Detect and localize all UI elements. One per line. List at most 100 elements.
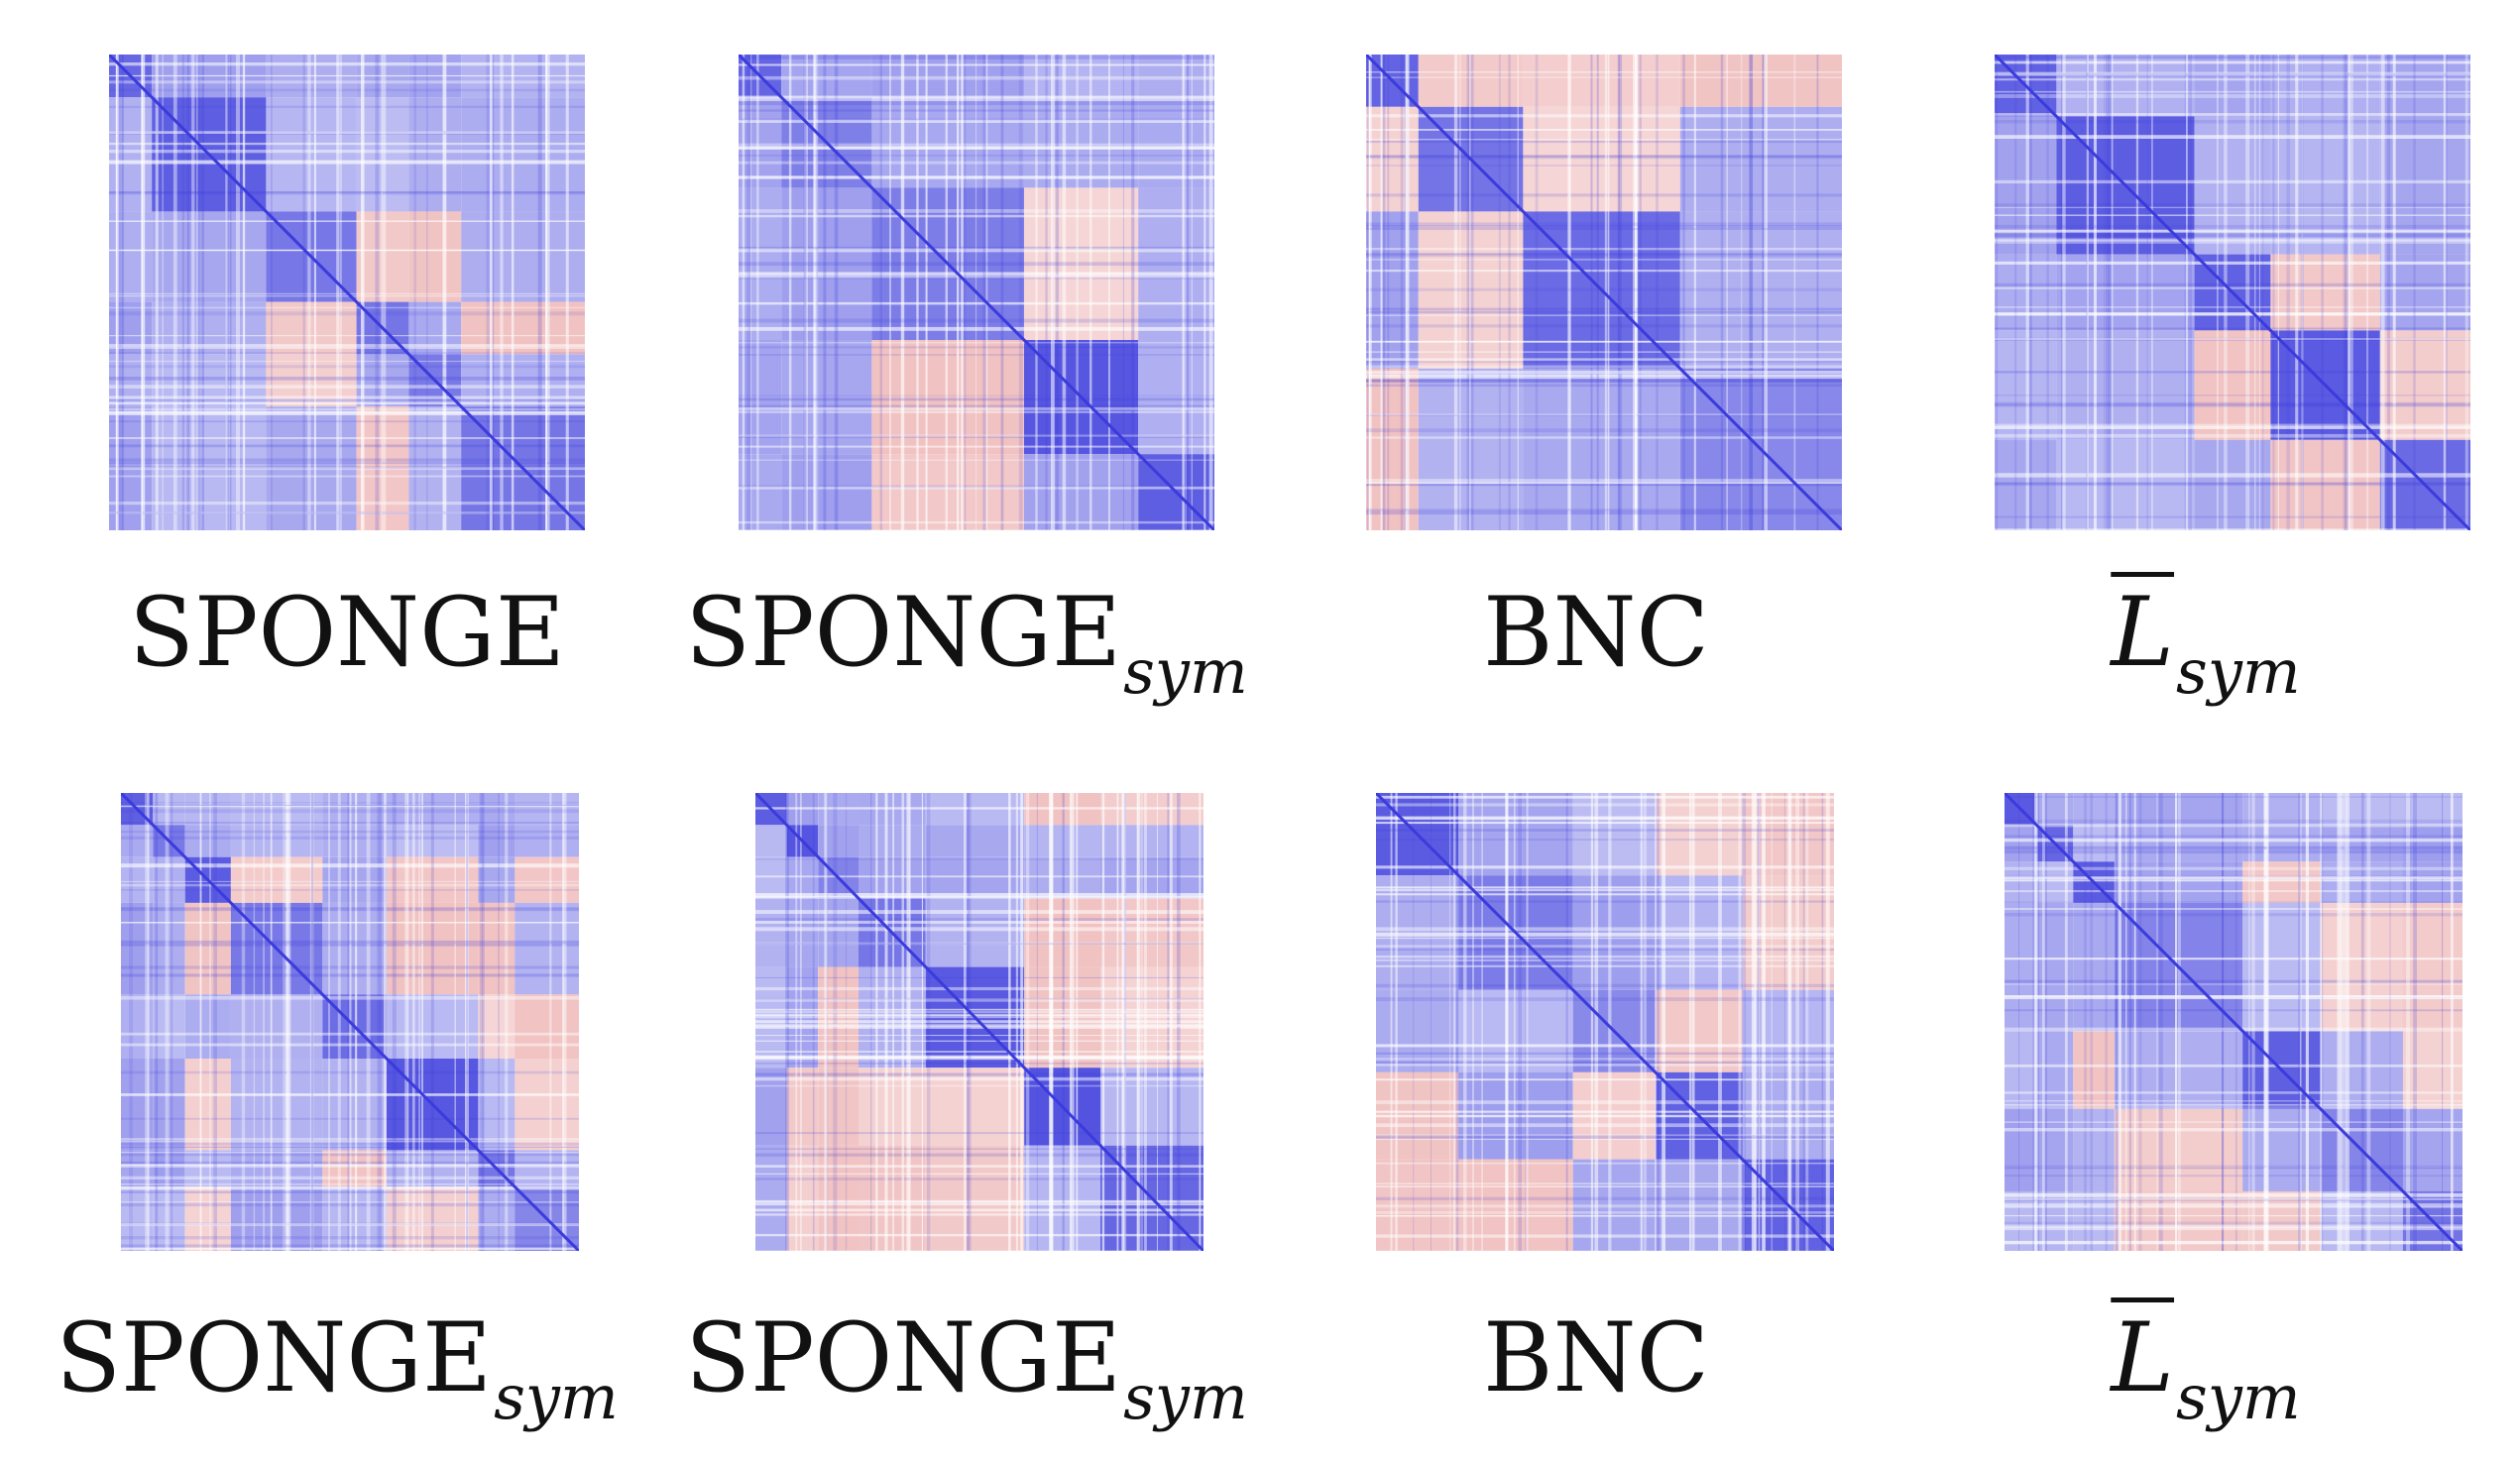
heatmap-block — [387, 994, 479, 1059]
heatmap-block — [2194, 55, 2271, 117]
heatmap-texture-stripe — [1995, 394, 2470, 396]
heatmap-texture-stripe — [1366, 114, 1842, 118]
heatmap-texture-stripe — [1376, 949, 1834, 951]
heatmap-block — [184, 1150, 231, 1187]
heatmap-block — [408, 97, 462, 212]
caption-bnc-row2: BNC — [1279, 1310, 1913, 1406]
heatmap-texture-stripe — [1376, 886, 1834, 888]
heatmap-texture-stripe — [201, 55, 204, 530]
heatmap-texture-stripe — [141, 55, 143, 530]
heatmap-sponge-sym — [739, 55, 1214, 530]
heatmap-texture-stripe — [1995, 60, 2470, 64]
heatmap-lsym — [1995, 55, 2470, 530]
heatmap-texture-stripe — [2387, 55, 2391, 530]
heatmap-texture-stripe — [1661, 793, 1665, 1251]
heatmap-block — [478, 793, 515, 826]
heatmap-texture-stripe — [1000, 55, 1004, 530]
heatmap-texture-stripe — [2222, 793, 2224, 1251]
heatmap-texture-stripe — [109, 444, 585, 448]
heatmap-texture-stripe — [916, 55, 919, 530]
heatmap-texture-stripe — [1380, 55, 1383, 530]
heatmap-block — [739, 97, 782, 188]
heatmap-texture-stripe — [337, 793, 341, 1251]
heatmap-texture-stripe — [121, 1093, 579, 1096]
heatmap-texture-stripe — [109, 352, 585, 354]
heatmap-texture-stripe — [1366, 155, 1842, 158]
heatmap-texture-stripe — [209, 793, 211, 1251]
caption-sponge: SPONGE — [30, 585, 664, 680]
heatmap-texture-stripe — [404, 793, 408, 1251]
heatmap-block — [859, 1145, 926, 1251]
heatmap-block — [230, 994, 323, 1059]
heatmap-texture-stripe — [121, 1043, 579, 1047]
heatmap-texture-stripe — [1366, 485, 1842, 487]
heatmap-block — [478, 994, 515, 1059]
caption-sponge-sym-row2b: SPONGEsym — [649, 1310, 1284, 1428]
heatmap-texture-stripe — [1995, 286, 2470, 289]
heatmap-texture-stripe — [1995, 78, 2470, 81]
heatmap-texture-stripe — [2348, 55, 2350, 530]
heatmap-texture-stripe — [2366, 55, 2369, 530]
heatmap-texture-stripe — [270, 793, 273, 1251]
heatmap-block — [461, 211, 585, 302]
heatmap-texture-stripe — [109, 347, 585, 349]
heatmap-texture-stripe — [1049, 793, 1053, 1251]
caption-main: SPONGE — [685, 577, 1122, 688]
heatmap-texture-stripe — [1995, 90, 2470, 93]
heatmap-texture-stripe — [1567, 55, 1571, 530]
heatmap-texture-stripe — [121, 863, 579, 868]
heatmap-texture-stripe — [2005, 819, 2463, 824]
heatmap-texture-stripe — [224, 55, 229, 530]
heatmap-texture-stripe — [1995, 423, 2470, 428]
heatmap-texture-stripe — [1995, 94, 2470, 98]
heatmap-texture-stripe — [739, 459, 1214, 461]
caption-subscript: sym — [494, 1361, 619, 1433]
heatmap-texture-stripe — [1376, 1061, 1834, 1065]
heatmap-texture-stripe — [2320, 793, 2323, 1251]
heatmap-texture-stripe — [2277, 55, 2279, 530]
heatmap-texture-stripe — [121, 1146, 579, 1149]
heatmap-texture-stripe — [755, 807, 1203, 810]
heatmap-texture-stripe — [1366, 361, 1842, 363]
heatmap-texture-stripe — [2062, 55, 2066, 530]
heatmap-texture-stripe — [1617, 55, 1620, 530]
heatmap-block — [322, 825, 387, 857]
heatmap-texture-stripe — [314, 55, 316, 530]
heatmap-texture-stripe — [121, 1183, 579, 1185]
heatmap-texture-stripe — [755, 1063, 1203, 1065]
heatmap-texture-stripe — [1466, 55, 1468, 530]
heatmap-texture-stripe — [1366, 508, 1842, 511]
heatmap-texture-stripe — [2184, 55, 2188, 530]
heatmap-texture-stripe — [755, 942, 1203, 946]
heatmap-texture-stripe — [109, 511, 585, 514]
heatmap-texture-stripe — [2005, 1064, 2463, 1068]
heatmap-texture-stripe — [2151, 55, 2153, 530]
heatmap-texture-stripe — [121, 1224, 579, 1226]
heatmap-texture-stripe — [2005, 958, 2463, 960]
heatmap-block — [322, 1186, 387, 1251]
heatmap-texture-stripe — [2286, 55, 2290, 530]
heatmap-texture-stripe — [2115, 793, 2119, 1251]
heatmap-block — [387, 825, 479, 857]
heatmap-texture-stripe — [1470, 55, 1474, 530]
heatmap-block — [786, 898, 819, 967]
heatmap-texture-stripe — [1995, 433, 2470, 438]
heatmap-texture-stripe — [2178, 793, 2181, 1251]
heatmap-texture-stripe — [392, 793, 397, 1251]
heatmap-block — [356, 211, 409, 302]
heatmap-texture-stripe — [2118, 793, 2121, 1251]
heatmap-texture-stripe — [109, 395, 585, 399]
heatmap-texture-stripe — [2301, 55, 2304, 530]
heatmap-texture-stripe — [109, 385, 585, 389]
heatmap-texture-stripe — [982, 55, 986, 530]
heatmap-texture-stripe — [121, 940, 579, 945]
heatmap-texture-stripe — [1191, 55, 1193, 530]
heatmap-texture-stripe — [186, 55, 190, 530]
heatmap-texture-stripe — [1771, 793, 1773, 1251]
heatmap-texture-stripe — [340, 55, 342, 530]
heatmap-block — [1024, 898, 1100, 967]
heatmap-texture-stripe — [755, 1173, 1203, 1175]
heatmap-texture-stripe — [879, 55, 882, 530]
heatmap-texture-stripe — [1366, 228, 1842, 231]
heatmap-texture-stripe — [2005, 1224, 2463, 1229]
